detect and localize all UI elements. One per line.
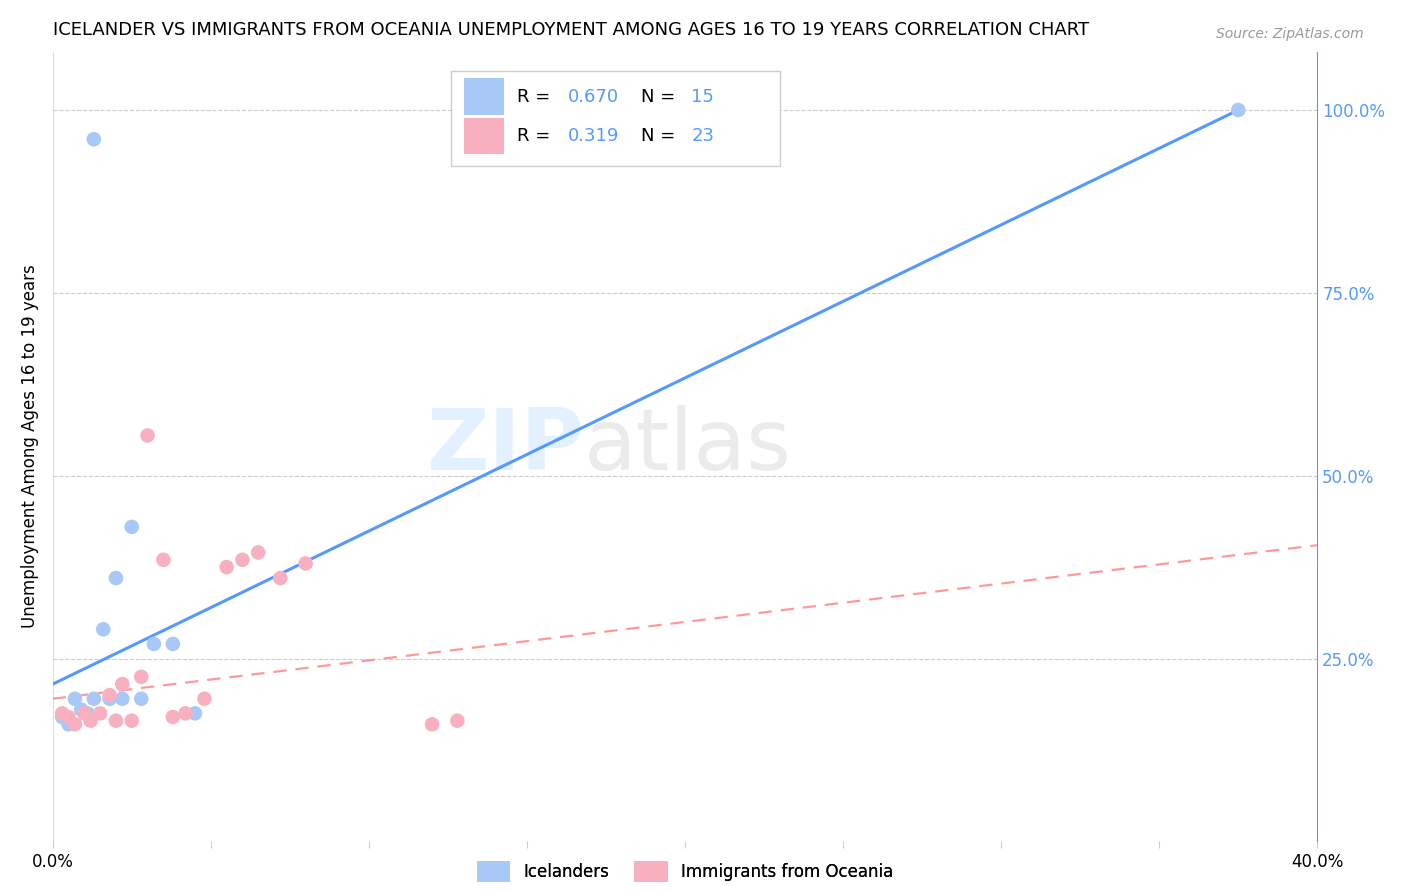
Point <box>79 714 101 728</box>
FancyBboxPatch shape <box>464 78 505 115</box>
Text: N =: N = <box>641 127 681 145</box>
Y-axis label: Unemployment Among Ages 16 to 19 years: Unemployment Among Ages 16 to 19 years <box>21 265 39 628</box>
Point <box>121 714 143 728</box>
Point <box>91 622 114 636</box>
Point <box>70 703 93 717</box>
Point <box>104 571 127 585</box>
Point <box>111 677 134 691</box>
Point <box>193 691 215 706</box>
Point <box>162 637 184 651</box>
Text: 0.670: 0.670 <box>568 87 619 105</box>
Legend: Icelanders, Immigrants from Oceania: Icelanders, Immigrants from Oceania <box>470 855 900 888</box>
Text: N =: N = <box>641 87 681 105</box>
Point <box>98 688 121 702</box>
Point <box>129 691 152 706</box>
Point <box>184 706 207 721</box>
Point <box>215 560 238 574</box>
Text: R =: R = <box>517 87 555 105</box>
Text: ZIP: ZIP <box>426 405 583 488</box>
Point <box>89 706 111 721</box>
Point <box>73 706 96 721</box>
Point <box>76 706 98 721</box>
Text: 0.319: 0.319 <box>568 127 619 145</box>
Point <box>142 637 165 651</box>
Point <box>83 691 105 706</box>
Point <box>63 691 86 706</box>
Point <box>129 670 152 684</box>
Text: 23: 23 <box>692 127 714 145</box>
Point <box>231 553 253 567</box>
FancyBboxPatch shape <box>451 71 780 166</box>
Point <box>121 520 143 534</box>
Text: Source: ZipAtlas.com: Source: ZipAtlas.com <box>1216 27 1364 41</box>
Point <box>446 714 468 728</box>
Point <box>58 717 80 731</box>
Point <box>63 717 86 731</box>
Point <box>136 428 159 442</box>
Text: atlas: atlas <box>583 405 792 488</box>
Point <box>51 710 73 724</box>
Point <box>420 717 443 731</box>
Point <box>174 706 197 721</box>
Point <box>247 545 270 559</box>
Point <box>269 571 291 585</box>
Point <box>104 714 127 728</box>
Point <box>152 553 174 567</box>
Point <box>294 557 316 571</box>
Text: ICELANDER VS IMMIGRANTS FROM OCEANIA UNEMPLOYMENT AMONG AGES 16 TO 19 YEARS CORR: ICELANDER VS IMMIGRANTS FROM OCEANIA UNE… <box>52 21 1088 39</box>
Text: R =: R = <box>517 127 555 145</box>
Point <box>162 710 184 724</box>
Point <box>51 706 73 721</box>
Point <box>58 710 80 724</box>
Point <box>98 691 121 706</box>
Point <box>111 691 134 706</box>
Point <box>83 132 105 146</box>
FancyBboxPatch shape <box>464 118 505 154</box>
Text: 15: 15 <box>692 87 714 105</box>
Point <box>1227 103 1250 117</box>
